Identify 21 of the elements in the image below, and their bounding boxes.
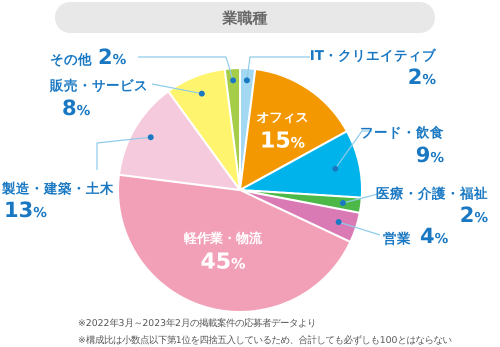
data-label: 9% [416, 143, 444, 167]
slice-label: フード・飲食 [360, 125, 444, 141]
data-label: 2% [98, 45, 127, 69]
slice-label: 軽作業・物流 [182, 230, 263, 247]
data-label: 4% [420, 224, 449, 248]
data-label: 15% [260, 128, 305, 154]
slice-label: 販売・サービス [49, 78, 148, 94]
data-label: 45% [200, 250, 246, 275]
text: ※構成比は小数点以下第1位を四捨五入しているため、合計しても必ずしも100とはならない [78, 335, 452, 346]
slice-label: オフィス [256, 110, 309, 126]
data-label: 2% [460, 203, 488, 227]
slice-label: 営業 [383, 231, 411, 247]
slice-label: その他 [50, 52, 93, 68]
text: ※2022年3月～2023年2月の掲載案件の応募者データより [78, 318, 316, 329]
data-label: 13% [4, 198, 48, 222]
data-label: 2% [408, 65, 436, 89]
data-label: 8% [62, 96, 91, 120]
chart-title: 業職種 [222, 9, 268, 27]
slice-label: 製造・建築・土木 [1, 181, 115, 197]
slice-label: IT・クリエイティブ [310, 47, 437, 64]
slice-label: 医療・介護・福祉 [376, 185, 488, 202]
